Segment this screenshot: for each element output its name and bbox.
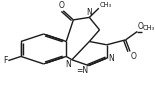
Text: O: O [131, 52, 137, 61]
Text: =N: =N [76, 66, 88, 75]
Text: CH₃: CH₃ [100, 2, 112, 8]
Text: N: N [108, 54, 114, 63]
Text: CH₃: CH₃ [142, 25, 155, 31]
Text: F: F [3, 56, 8, 65]
Text: N: N [65, 60, 71, 69]
Text: O: O [138, 22, 144, 31]
Text: O: O [59, 1, 65, 10]
Text: N: N [86, 8, 92, 17]
